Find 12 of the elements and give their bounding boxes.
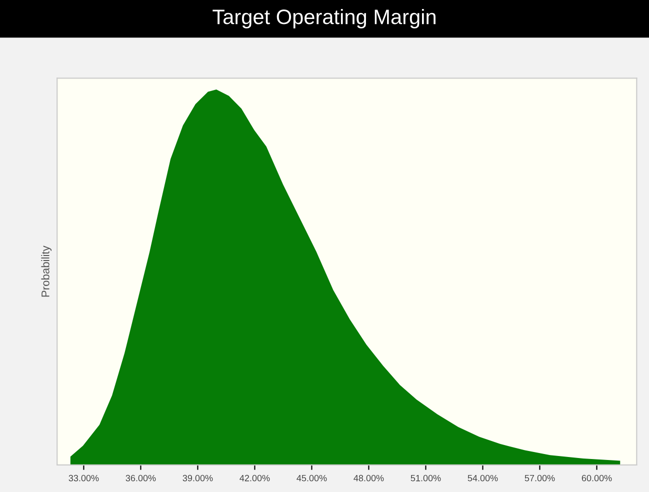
- x-tick-label: 33.00%: [68, 474, 99, 482]
- x-tick-label: 48.00%: [354, 474, 384, 482]
- x-tick-label: 36.00%: [126, 474, 156, 482]
- x-tick-label: 45.00%: [296, 474, 327, 482]
- x-tick-label: 54.00%: [468, 474, 498, 482]
- chart-title: Target Operating Margin: [212, 8, 436, 28]
- y-axis-title: Probability: [41, 246, 52, 297]
- x-tick-label: 51.00%: [410, 474, 441, 482]
- x-tick-label: 39.00%: [182, 474, 213, 482]
- x-tick-label: 57.00%: [524, 474, 555, 482]
- x-tick-label: 60.00%: [582, 474, 612, 482]
- x-tick-label: 42.00%: [240, 474, 270, 482]
